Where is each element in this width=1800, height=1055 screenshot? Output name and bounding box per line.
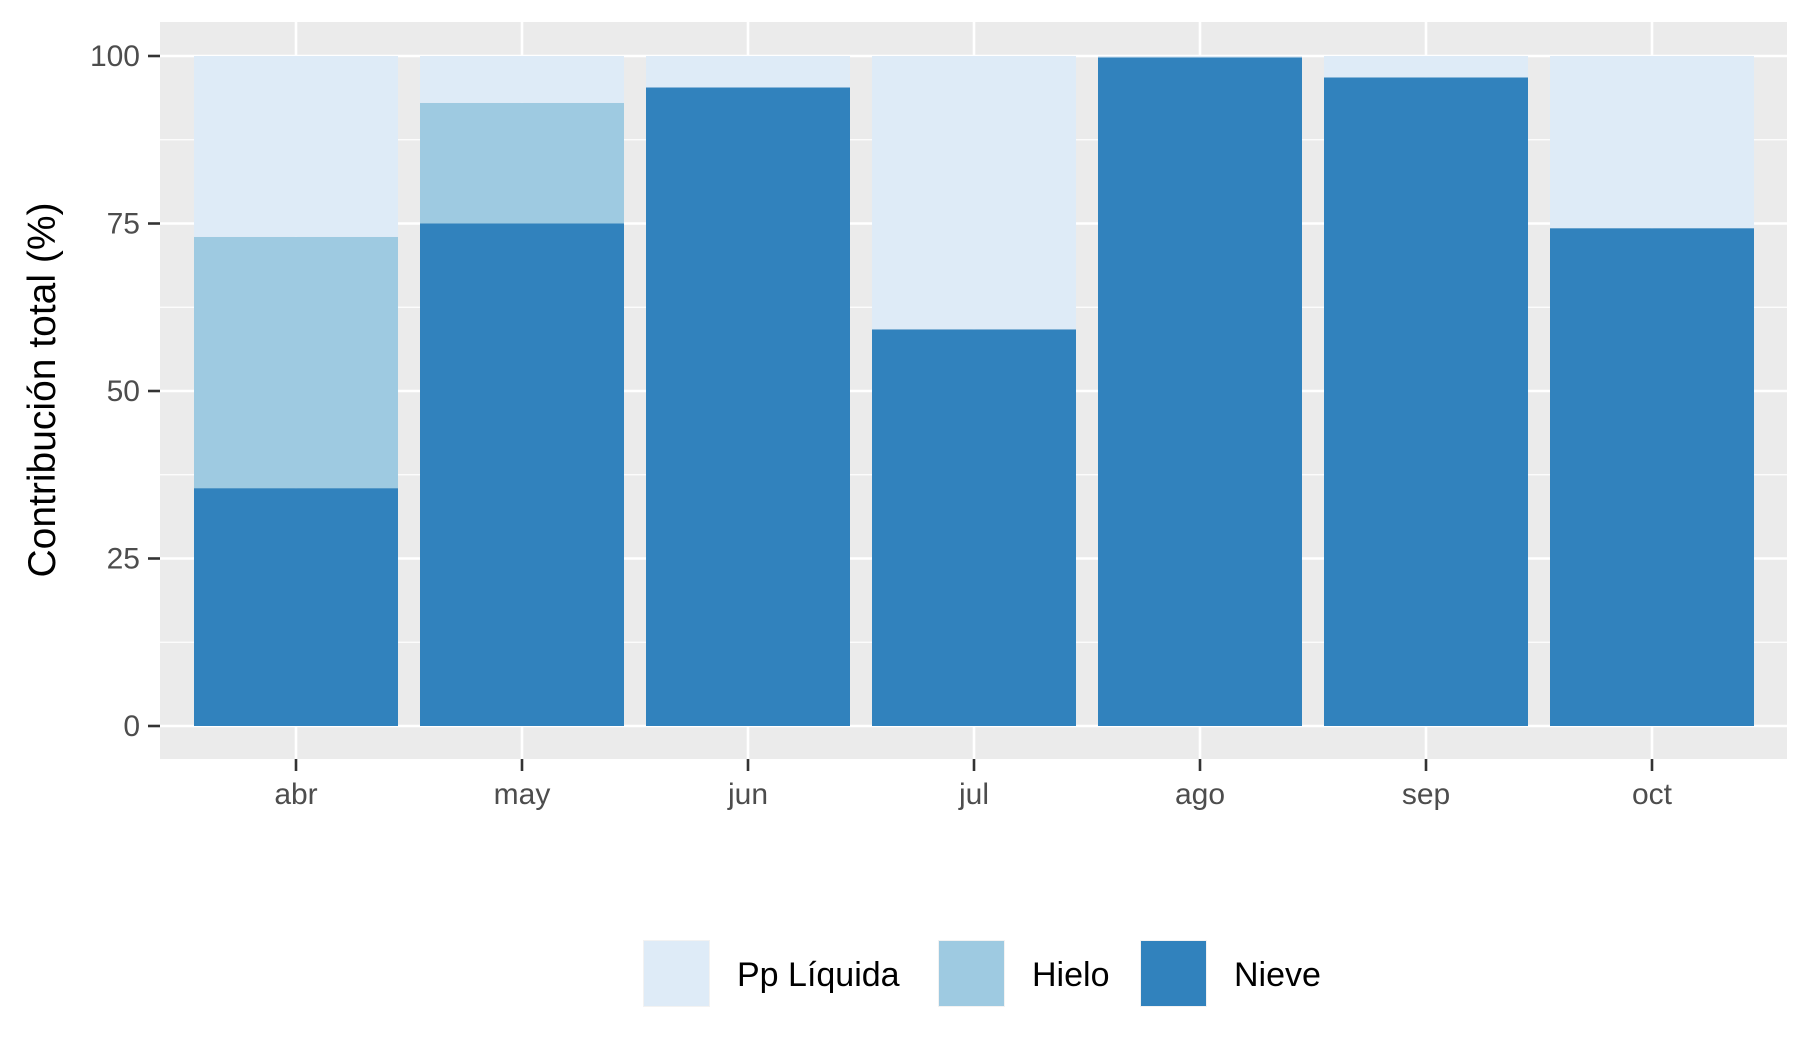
legend-key-nieve (1141, 941, 1206, 1006)
bar-stack-jun (646, 56, 850, 727)
y-tick-label: 100 (90, 40, 140, 73)
legend-label-pp-liquida: Pp Líquida (737, 956, 900, 994)
legend-item-pp-liquida: Pp Líquida (643, 940, 900, 1007)
y-axis-title: Contribución total (%) (21, 203, 64, 578)
legend-label-nieve: Nieve (1234, 956, 1321, 994)
x-tick-label-sep: sep (1402, 778, 1450, 811)
x-tick-label-may: may (494, 778, 551, 811)
bar-nieve-may (420, 223, 624, 726)
y-tick-label: 0 (123, 710, 140, 743)
x-tick-label-jul: jul (958, 778, 989, 811)
y-tick-label: 50 (107, 375, 140, 408)
bar-pp-liquida-ago (1098, 56, 1302, 58)
bar-nieve-sep (1324, 77, 1528, 726)
bar-hielo-abr (194, 236, 398, 489)
bar-pp-liquida-jul (872, 56, 1076, 330)
bar-pp-liquida-sep (1324, 56, 1528, 78)
bar-nieve-jul (872, 329, 1076, 726)
bar-nieve-ago (1098, 57, 1302, 726)
legend-label-hielo: Hielo (1032, 956, 1109, 994)
bar-nieve-abr (194, 488, 398, 726)
bar-stack-jul (872, 56, 1076, 726)
bar-pp-liquida-may (420, 56, 624, 103)
x-tick-label-ago: ago (1175, 778, 1225, 811)
y-axis: 0 25 50 75 100 (90, 40, 160, 743)
x-axis: abr may jun jul ago sep oct (274, 759, 1673, 811)
bar-nieve-oct (1550, 228, 1754, 726)
y-tick-label: 25 (107, 543, 140, 576)
bar-stack-sep (1324, 56, 1528, 726)
bar-pp-liquida-oct (1550, 56, 1754, 229)
bar-pp-liquida-jun (646, 56, 850, 88)
bar-stack-ago (1098, 56, 1302, 726)
y-tick-label: 75 (107, 208, 140, 241)
legend-item-hielo: Hielo (938, 940, 1109, 1007)
bar-stack-oct (1550, 56, 1754, 726)
bar-stack-may (420, 56, 624, 726)
bar-hielo-may (420, 102, 624, 224)
bar-pp-liquida-abr (194, 56, 398, 237)
bar-stack-abr (194, 56, 398, 726)
x-tick-label-abr: abr (274, 778, 317, 811)
bar-nieve-jun (646, 87, 850, 727)
legend: Pp Líquida Hielo Nieve (643, 940, 1321, 1007)
legend-item-nieve: Nieve (1140, 940, 1321, 1007)
x-tick-label-oct: oct (1632, 778, 1673, 811)
legend-key-hielo (939, 941, 1004, 1006)
legend-key-pp-liquida (644, 941, 709, 1006)
bar-stacks (194, 56, 1754, 727)
x-tick-label-jun: jun (727, 778, 768, 811)
